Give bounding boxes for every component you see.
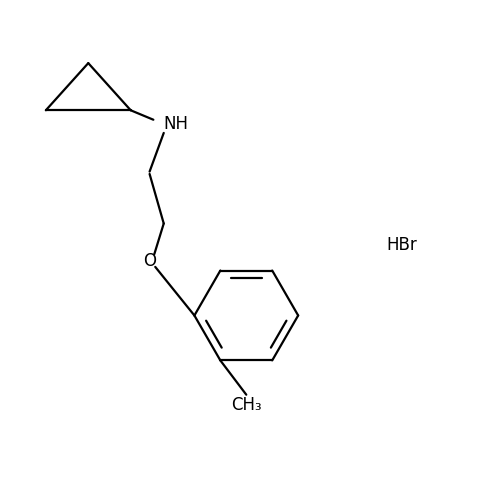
Text: NH: NH (163, 116, 188, 133)
Text: HBr: HBr (386, 236, 416, 254)
Text: CH₃: CH₃ (230, 396, 261, 414)
Text: O: O (143, 252, 156, 270)
